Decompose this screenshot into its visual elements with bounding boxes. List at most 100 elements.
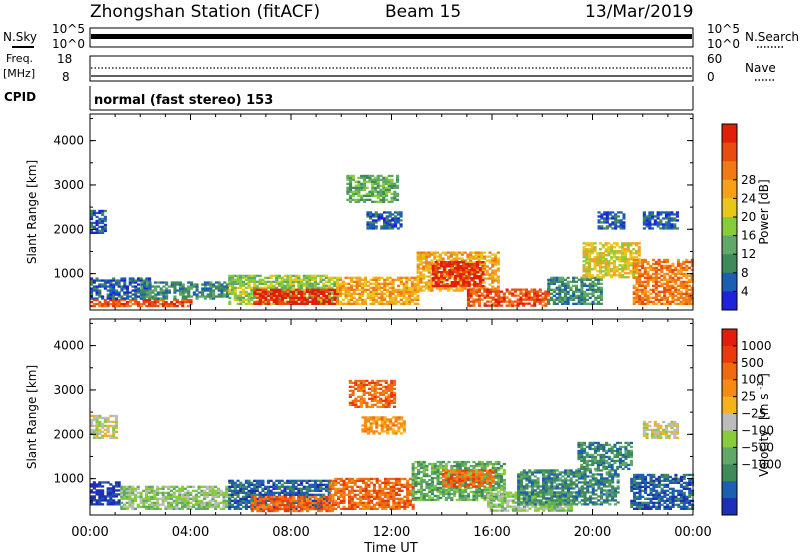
echo-cell xyxy=(419,277,423,280)
echo-cell xyxy=(588,262,592,265)
echo-cell xyxy=(112,428,116,432)
echo-cell xyxy=(555,298,559,301)
echo-cell xyxy=(331,501,335,504)
echo-cell xyxy=(131,493,135,496)
echo-cell xyxy=(167,291,171,294)
echo-cell xyxy=(90,279,94,282)
echo-cell xyxy=(384,487,388,490)
echo-cell xyxy=(209,291,213,294)
echo-cell xyxy=(460,253,464,256)
echo-cell xyxy=(478,284,482,288)
echo-cell xyxy=(483,302,487,305)
echo-cell xyxy=(195,285,199,288)
echo-cell xyxy=(388,276,392,279)
echo-cell xyxy=(139,491,143,494)
echo-cell xyxy=(569,286,573,289)
echo-cell xyxy=(122,491,126,494)
echo-cell xyxy=(452,257,456,260)
echo-cell xyxy=(300,499,304,503)
echo-cell xyxy=(626,260,630,263)
echo-cell xyxy=(281,495,285,499)
echo-cell xyxy=(477,294,481,297)
echo-cell xyxy=(544,294,548,297)
echo-cell xyxy=(106,489,110,492)
echo-cell xyxy=(408,286,412,289)
echo-cell xyxy=(164,507,168,510)
echo-cell xyxy=(256,292,260,295)
echo-cell xyxy=(357,198,361,201)
echo-cell xyxy=(372,503,376,506)
echo-cell xyxy=(491,290,495,293)
echo-cell xyxy=(430,287,434,290)
echo-cell xyxy=(203,495,207,498)
echo-cell xyxy=(372,485,376,488)
echo-cell xyxy=(242,274,246,277)
echo-cell xyxy=(342,501,346,504)
echo-cell xyxy=(663,264,667,268)
echo-cell xyxy=(431,279,435,282)
echo-cell xyxy=(379,198,383,201)
echo-cell xyxy=(136,485,140,488)
echo-cell xyxy=(139,497,143,500)
echo-cell xyxy=(351,174,355,178)
echo-cell xyxy=(392,501,396,504)
echo-cell xyxy=(125,507,129,510)
echo-cell xyxy=(294,292,298,295)
echo-cell xyxy=(405,280,409,283)
echo-cell xyxy=(214,493,218,496)
echo-cell xyxy=(331,495,335,498)
echo-cell xyxy=(427,251,431,254)
echo-cell xyxy=(186,503,190,506)
echo-cell xyxy=(92,503,96,506)
echo-cell xyxy=(316,292,320,295)
echo-cell xyxy=(353,505,357,508)
echo-cell xyxy=(547,294,551,297)
echo-cell xyxy=(341,298,345,301)
echo-cell xyxy=(328,497,332,500)
nsky-trace xyxy=(91,34,692,39)
echo-cell xyxy=(440,273,444,276)
echo-cell xyxy=(250,489,254,492)
echo-cell xyxy=(322,300,326,303)
echo-cell xyxy=(216,501,220,504)
echo-cell xyxy=(475,275,479,278)
echo-cell xyxy=(387,182,391,185)
echo-cell xyxy=(275,501,279,505)
echo-cell xyxy=(153,298,157,302)
echo-cell xyxy=(635,280,639,283)
echo-cell xyxy=(654,294,658,297)
echo-cell xyxy=(161,497,165,500)
echo-cell xyxy=(106,300,110,304)
echo-cell xyxy=(643,258,647,262)
echo-cell xyxy=(460,257,464,260)
echo-cell xyxy=(95,298,99,302)
echo-cell xyxy=(615,270,619,273)
echo-cell xyxy=(197,495,201,498)
echo-cell xyxy=(201,295,205,298)
echo-cell xyxy=(280,491,284,494)
echo-cell xyxy=(638,290,642,293)
echo-cell xyxy=(603,227,607,230)
echo-cell xyxy=(255,286,259,289)
echo-cell xyxy=(98,211,102,215)
echo-cell xyxy=(247,294,251,297)
echo-cell xyxy=(368,174,372,178)
echo-cell xyxy=(297,276,301,279)
echo-cell xyxy=(211,505,215,508)
echo-cell xyxy=(194,489,198,492)
echo-cell xyxy=(239,300,243,303)
echo-cell xyxy=(203,501,207,504)
echo-cell xyxy=(516,298,520,301)
echo-cell xyxy=(333,298,337,301)
echo-cell xyxy=(345,487,349,490)
echo-cell xyxy=(277,282,281,285)
echo-cell xyxy=(267,495,271,499)
echo-cell xyxy=(648,211,652,214)
echo-cell xyxy=(663,302,667,305)
echo-cell xyxy=(561,278,565,281)
echo-cell xyxy=(131,491,135,494)
echo-cell xyxy=(175,503,179,506)
echo-cell xyxy=(101,430,105,433)
echo-cell xyxy=(604,258,608,261)
